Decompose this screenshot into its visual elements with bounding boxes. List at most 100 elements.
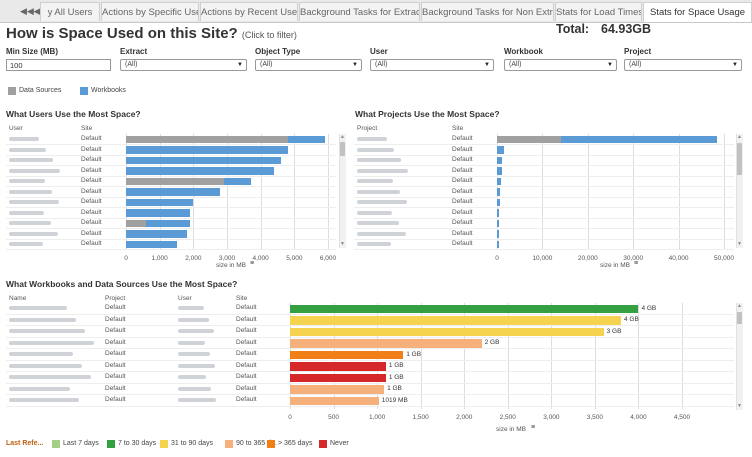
users_chart-row[interactable]: Default: [6, 197, 336, 208]
workbooks-scroll-thumb[interactable]: [737, 312, 742, 324]
workbooks_chart-row[interactable]: Default Default: [6, 372, 734, 384]
users_chart-bar-workbook[interactable]: [126, 156, 281, 164]
projects_chart-bar-workbook[interactable]: [497, 219, 500, 227]
projects_chart-bar-workbook[interactable]: [497, 167, 502, 175]
workbook-select[interactable]: (All) ▼: [504, 59, 617, 71]
users_chart-row[interactable]: Default: [6, 218, 336, 229]
workbooks_chart-bar[interactable]: [290, 396, 379, 405]
projects_chart-bar-workbook[interactable]: [497, 156, 503, 164]
legend-workbooks-swatch[interactable]: [80, 87, 88, 95]
legend-label-gt365[interactable]: > 365 days: [278, 440, 313, 447]
workbooks_chart-bar[interactable]: [290, 362, 386, 371]
users_chart-bar-data-source[interactable]: [126, 177, 224, 185]
workbooks_chart-row[interactable]: Default Default: [6, 349, 734, 361]
object-type-select[interactable]: (All) ▼: [255, 59, 362, 71]
projects_chart-bar-workbook[interactable]: [497, 177, 502, 185]
scroll-up-icon[interactable]: ▲: [737, 303, 742, 309]
users_chart-bar-data-source[interactable]: [126, 219, 147, 227]
scroll-down-icon[interactable]: ▼: [737, 241, 742, 247]
sort-icon[interactable]: ≡: [250, 260, 255, 267]
workbooks_chart-bar[interactable]: [290, 304, 639, 313]
workbooks_chart-row[interactable]: Default Default: [6, 303, 734, 315]
projects_chart-row[interactable]: Default: [354, 208, 734, 219]
users-scrollbar[interactable]: [339, 134, 346, 248]
projects_chart-bar-data-source[interactable]: [497, 135, 561, 143]
legend-swatch-gt365[interactable]: [267, 440, 275, 448]
tab-6[interactable]: Stats for Space Usage: [643, 2, 752, 22]
tab-0[interactable]: y All Users: [40, 2, 100, 21]
users_chart-row[interactable]: Default: [6, 155, 336, 166]
projects_chart-row[interactable]: Default: [354, 187, 734, 198]
extract-select[interactable]: (All) ▼: [120, 59, 247, 71]
tab-2[interactable]: Actions by Recent Users: [200, 2, 298, 21]
scroll-up-icon[interactable]: ▲: [340, 134, 345, 140]
projects_chart-row[interactable]: Default: [354, 197, 734, 208]
users_chart-bar-workbook[interactable]: [126, 230, 187, 238]
legend-data-sources-swatch[interactable]: [8, 87, 16, 95]
legend-label-d7to30[interactable]: 7 to 30 days: [118, 440, 157, 447]
legend-swatch-never[interactable]: [319, 440, 327, 448]
projects_chart-bar-workbook[interactable]: [497, 209, 500, 217]
legend-label-d90to365[interactable]: 90 to 365 d...: [236, 440, 277, 447]
projects_chart-row[interactable]: Default: [354, 239, 734, 250]
legend-data-sources-label[interactable]: Data Sources: [19, 87, 62, 94]
legend-swatch-d7to30[interactable]: [107, 440, 115, 448]
tab-4[interactable]: Background Tasks for Non Extracts: [421, 2, 554, 21]
projects-scrollbar[interactable]: [736, 134, 743, 248]
users_chart-bar-workbook[interactable]: [223, 177, 251, 185]
projects_chart-bar-workbook[interactable]: [497, 230, 499, 238]
scroll-up-icon[interactable]: ▲: [737, 134, 742, 140]
workbooks_chart-bar[interactable]: [290, 327, 604, 336]
users-scroll-thumb[interactable]: [340, 142, 345, 156]
users_chart-bar-workbook[interactable]: [126, 209, 190, 217]
min-size-input[interactable]: 100: [6, 59, 111, 71]
users_chart-bar-workbook[interactable]: [126, 167, 275, 175]
legend-workbooks-label[interactable]: Workbooks: [91, 87, 126, 94]
users_chart-row[interactable]: Default: [6, 187, 336, 198]
users_chart-bar-data-source[interactable]: [126, 135, 288, 143]
users_chart-bar-workbook[interactable]: [287, 135, 325, 143]
projects_chart-row[interactable]: Default: [354, 134, 734, 145]
workbooks_chart-bar[interactable]: [290, 316, 622, 325]
legend-swatch-d90to365[interactable]: [225, 440, 233, 448]
tab-1[interactable]: Actions by Specific User: [101, 2, 199, 21]
projects_chart-bar-workbook[interactable]: [497, 240, 499, 248]
tab-5[interactable]: Stats for Load Times: [555, 2, 642, 21]
scroll-down-icon[interactable]: ▼: [340, 241, 345, 247]
projects_chart-bar-workbook[interactable]: [497, 188, 501, 196]
workbooks_chart-row[interactable]: Default Default: [6, 338, 734, 349]
tab-first-icon[interactable]: ◀◀: [20, 6, 34, 16]
workbooks_chart-row[interactable]: Default Default: [6, 395, 734, 407]
workbooks_chart-bar[interactable]: [290, 385, 385, 394]
projects_chart-bar-workbook[interactable]: [497, 198, 500, 206]
tab-3[interactable]: Background Tasks for Extracts: [299, 2, 420, 21]
users_chart-row[interactable]: Default: [6, 134, 336, 145]
projects_chart-row[interactable]: Default: [354, 145, 734, 156]
projects_chart-row[interactable]: Default: [354, 218, 734, 229]
sort-icon[interactable]: ≡: [531, 424, 536, 431]
project-select[interactable]: (All) ▼: [624, 59, 742, 71]
projects-scroll-thumb[interactable]: [737, 143, 742, 175]
users_chart-bar-workbook[interactable]: [126, 198, 194, 206]
workbooks_chart-row[interactable]: Default Default: [6, 315, 734, 326]
users_chart-row[interactable]: Default: [6, 239, 336, 250]
legend-swatch-last7[interactable]: [52, 440, 60, 448]
projects_chart-bar-workbook[interactable]: [560, 135, 718, 143]
workbooks_chart-row[interactable]: Default Default: [6, 326, 734, 338]
workbooks-scrollbar[interactable]: [736, 303, 743, 410]
users_chart-row[interactable]: Default: [6, 176, 336, 187]
legend-label-d31to90[interactable]: 31 to 90 days: [171, 440, 214, 447]
users_chart-bar-workbook[interactable]: [126, 240, 177, 248]
users_chart-row[interactable]: Default: [6, 229, 336, 240]
sort-icon[interactable]: ≡: [634, 260, 639, 267]
legend-swatch-d31to90[interactable]: [160, 440, 168, 448]
users_chart-row[interactable]: Default: [6, 166, 336, 177]
projects_chart-row[interactable]: Default: [354, 229, 734, 240]
user-select[interactable]: (All) ▼: [370, 59, 494, 71]
users_chart-bar-workbook[interactable]: [126, 188, 221, 196]
tab-prev-icon[interactable]: ◀: [33, 6, 41, 16]
users_chart-row[interactable]: Default: [6, 145, 336, 156]
projects_chart-row[interactable]: Default: [354, 155, 734, 166]
legend-label-last7[interactable]: Last 7 days: [63, 440, 99, 447]
workbooks_chart-bar[interactable]: [290, 339, 482, 348]
